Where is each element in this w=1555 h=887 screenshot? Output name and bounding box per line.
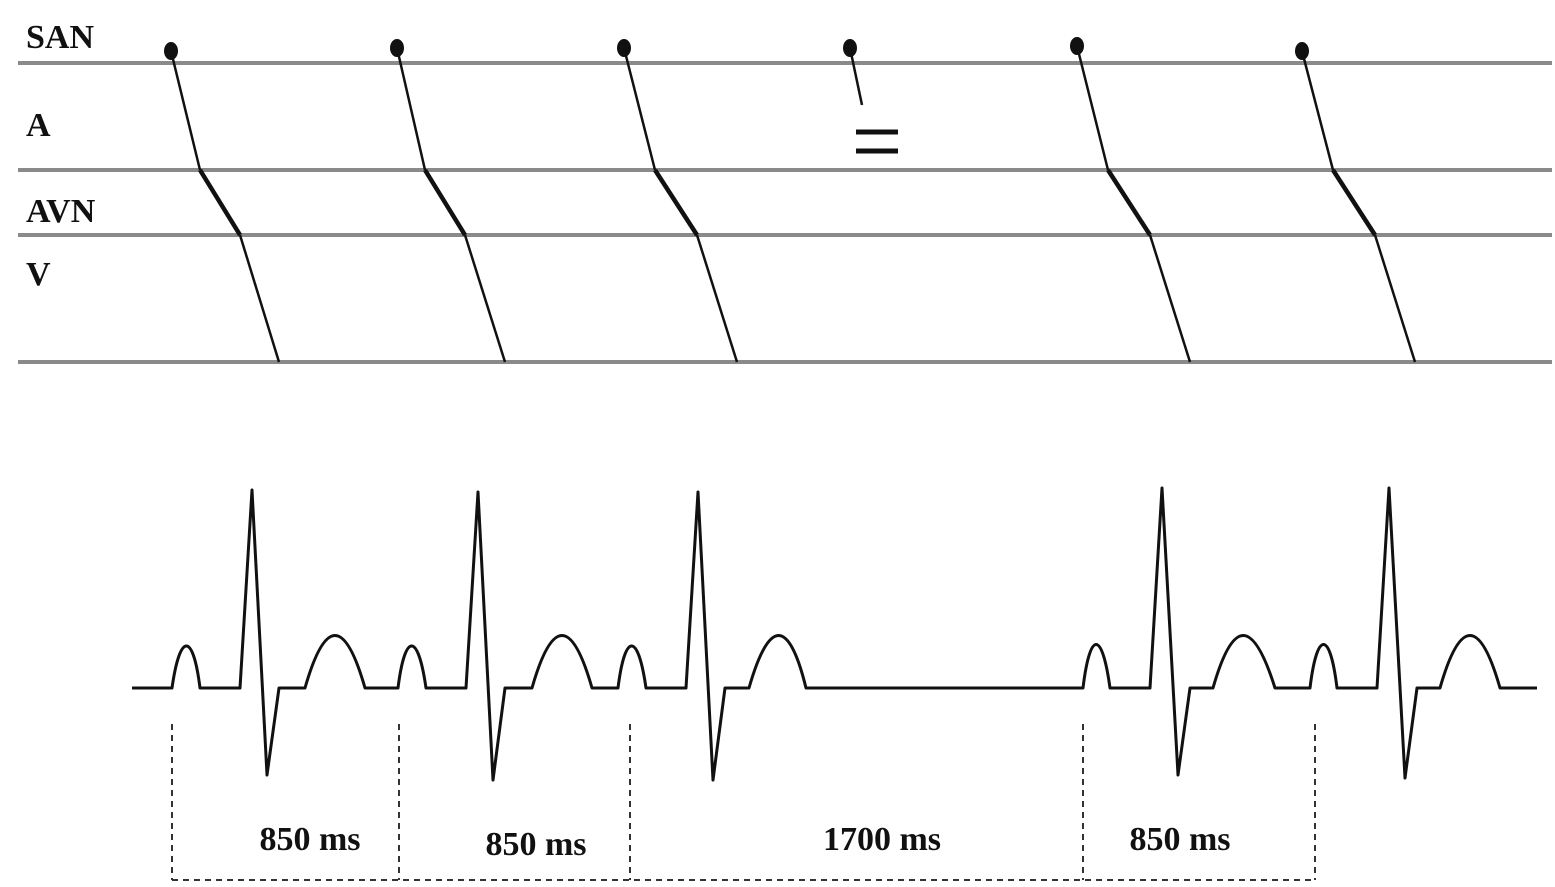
av-nodal-conduction xyxy=(198,168,242,237)
ventricular-conduction xyxy=(463,234,507,363)
interval-label-3: 1700 ms xyxy=(823,821,941,858)
row-label-avn: AVN xyxy=(26,193,96,230)
av-nodal-conduction xyxy=(1106,168,1152,237)
ventricular-conduction xyxy=(1148,234,1192,363)
beat-6 xyxy=(1295,42,1417,363)
atrial-conduction xyxy=(169,50,202,171)
beat-5 xyxy=(1070,37,1192,363)
av-nodal-conduction xyxy=(1331,168,1377,237)
row-label-a: A xyxy=(26,107,51,144)
ventricular-conduction xyxy=(238,234,281,363)
beat-2 xyxy=(390,39,507,363)
atrial-conduction-partial xyxy=(848,47,864,106)
interval-label-2: 850 ms xyxy=(485,826,586,863)
beat-4-blocked xyxy=(843,39,898,154)
atrial-conduction xyxy=(1075,45,1110,171)
interval-label-1: 850 ms xyxy=(259,821,360,858)
av-nodal-conduction xyxy=(423,168,467,237)
row-label-v: V xyxy=(26,256,51,293)
atrial-conduction xyxy=(622,47,657,171)
beat-1 xyxy=(164,42,281,363)
ventricular-conduction xyxy=(695,234,739,363)
ecg-trace xyxy=(132,486,1537,782)
ventricular-conduction xyxy=(1373,234,1417,363)
interval-brackets xyxy=(171,724,1316,881)
beat-3 xyxy=(617,39,739,363)
av-nodal-conduction xyxy=(653,168,699,237)
row-label-san: SAN xyxy=(26,19,94,56)
atrial-conduction xyxy=(1300,50,1335,171)
interval-label-4: 850 ms xyxy=(1129,821,1230,858)
atrial-conduction xyxy=(395,47,427,171)
